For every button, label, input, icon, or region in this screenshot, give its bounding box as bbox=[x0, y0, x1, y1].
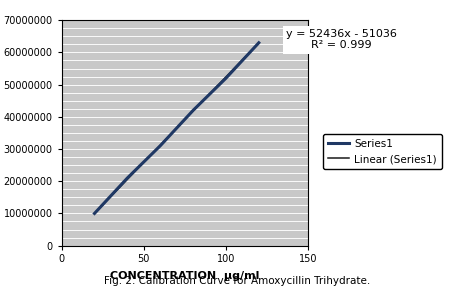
Line: Linear (Series1): Linear (Series1) bbox=[94, 43, 259, 214]
X-axis label: CONCENTRATION  μg/ml: CONCENTRATION μg/ml bbox=[110, 271, 260, 281]
Text: y = 52436x - 51036
R² = 0.999: y = 52436x - 51036 R² = 0.999 bbox=[286, 29, 397, 51]
Series1 bbox=[223, 77, 229, 80]
Line: Series1: Series1 bbox=[94, 43, 259, 214]
Text: Fig. 2. Calibration Curve for Amoxycillin Trihydrate.: Fig. 2. Calibration Curve for Amoxycilli… bbox=[104, 276, 370, 286]
Series1 bbox=[256, 41, 262, 45]
Linear (Series1) bbox=[91, 212, 97, 215]
Series1 bbox=[91, 212, 97, 215]
Legend: Series1, Linear (Series1): Series1, Linear (Series1) bbox=[323, 134, 442, 169]
Series1 bbox=[190, 109, 196, 112]
Series1 bbox=[125, 176, 130, 180]
Series1 bbox=[157, 144, 163, 148]
Linear (Series1) bbox=[256, 41, 262, 45]
